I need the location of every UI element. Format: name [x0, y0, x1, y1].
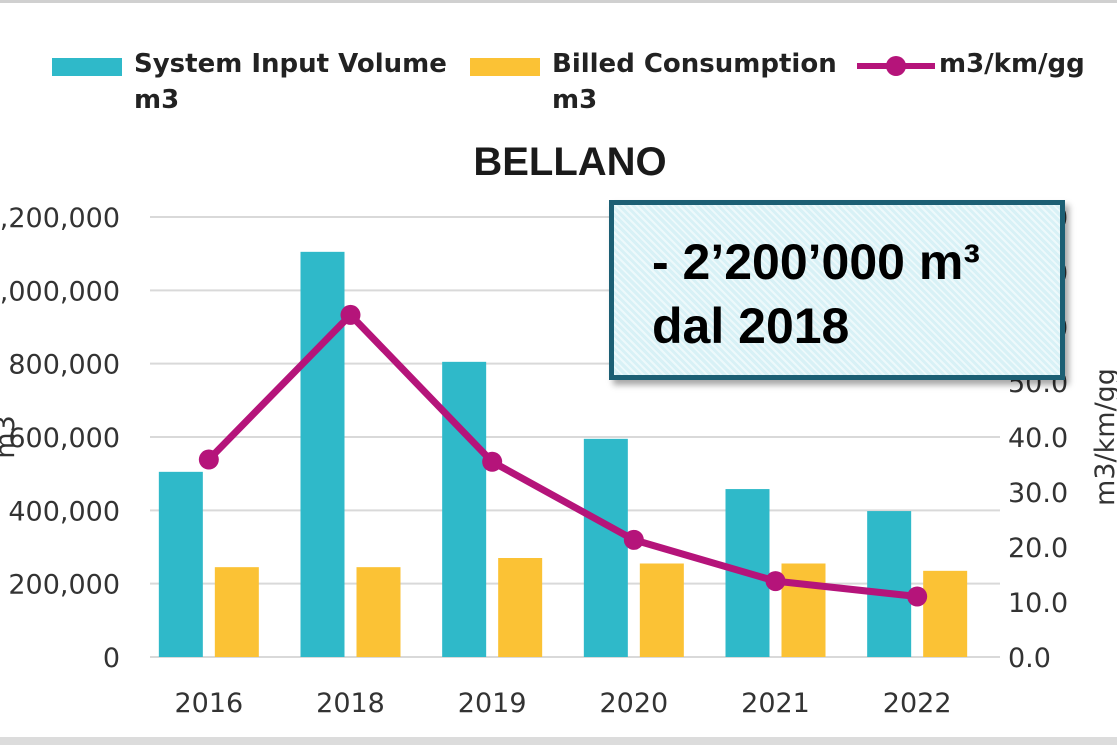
y-left-tick-label: 400,000	[8, 496, 120, 527]
line-m3-km-gg	[206, 311, 918, 600]
x-tick-label: 2021	[741, 688, 810, 719]
y-right-tick-label: 40.0	[1008, 423, 1068, 454]
legend-label-billed: Billed Consumption m3	[552, 49, 837, 115]
line-point	[765, 571, 786, 592]
frame-bottom-border	[0, 737, 1117, 745]
y-left-tick-label: 1,000,000	[0, 276, 120, 307]
x-tick-label: 2022	[883, 688, 952, 719]
legend: System Input Volume m3 Billed Consumptio…	[0, 44, 1117, 124]
y-right-axis-title: m3/km/gg	[1090, 368, 1117, 506]
y-left-axis-title: m3	[0, 415, 21, 458]
legend-line-marker-icon	[857, 56, 935, 76]
callout-line-1: - 2’200’000 m³	[652, 234, 980, 290]
x-tick-label: 2016	[174, 688, 243, 719]
bar-billed-consumption	[639, 563, 684, 657]
y-left-tick-label: 1,200,000	[0, 203, 120, 234]
callout-line-2: dal 2018	[652, 298, 850, 354]
y-left-tick-label: 600,000	[8, 423, 120, 454]
y-right-tick-label: 0.0	[1008, 643, 1051, 674]
callout-box: - 2’200’000 m³ dal 2018	[609, 200, 1065, 380]
y-right-tick-label: 20.0	[1008, 533, 1068, 564]
y-right-tick-label: 30.0	[1008, 478, 1068, 509]
bar-billed-consumption	[923, 570, 968, 657]
line-point	[482, 451, 503, 472]
bar-billed-consumption	[214, 567, 259, 657]
y-left-tick-label: 0	[103, 643, 120, 674]
line-point	[907, 586, 928, 607]
line-point	[340, 304, 361, 325]
x-tick-label: 2020	[599, 688, 668, 719]
y-left-tick-label: 800,000	[8, 350, 120, 381]
frame-top-border	[0, 0, 1117, 3]
bar-system-input	[583, 438, 628, 657]
bar-billed-consumption	[356, 567, 401, 657]
legend-label-system-input: System Input Volume m3	[134, 49, 447, 115]
y-left-tick-label: 200,000	[8, 570, 120, 601]
bar-system-input	[300, 251, 345, 658]
y-right-tick-label: 10.0	[1008, 588, 1068, 619]
bar-system-input	[442, 361, 487, 657]
legend-label-line: m3/km/gg	[939, 49, 1085, 79]
line-point	[198, 449, 219, 470]
legend-swatch-billed	[470, 58, 540, 76]
line-point	[623, 529, 644, 550]
bar-billed-consumption	[498, 558, 543, 657]
bar-system-input	[158, 471, 203, 657]
bar-billed-consumption	[781, 563, 826, 657]
x-tick-label: 2019	[458, 688, 527, 719]
bar-system-input	[867, 511, 912, 657]
chart-title: BELLANO	[473, 140, 667, 184]
legend-swatch-system-input	[52, 58, 122, 76]
x-tick-label: 2018	[316, 688, 385, 719]
